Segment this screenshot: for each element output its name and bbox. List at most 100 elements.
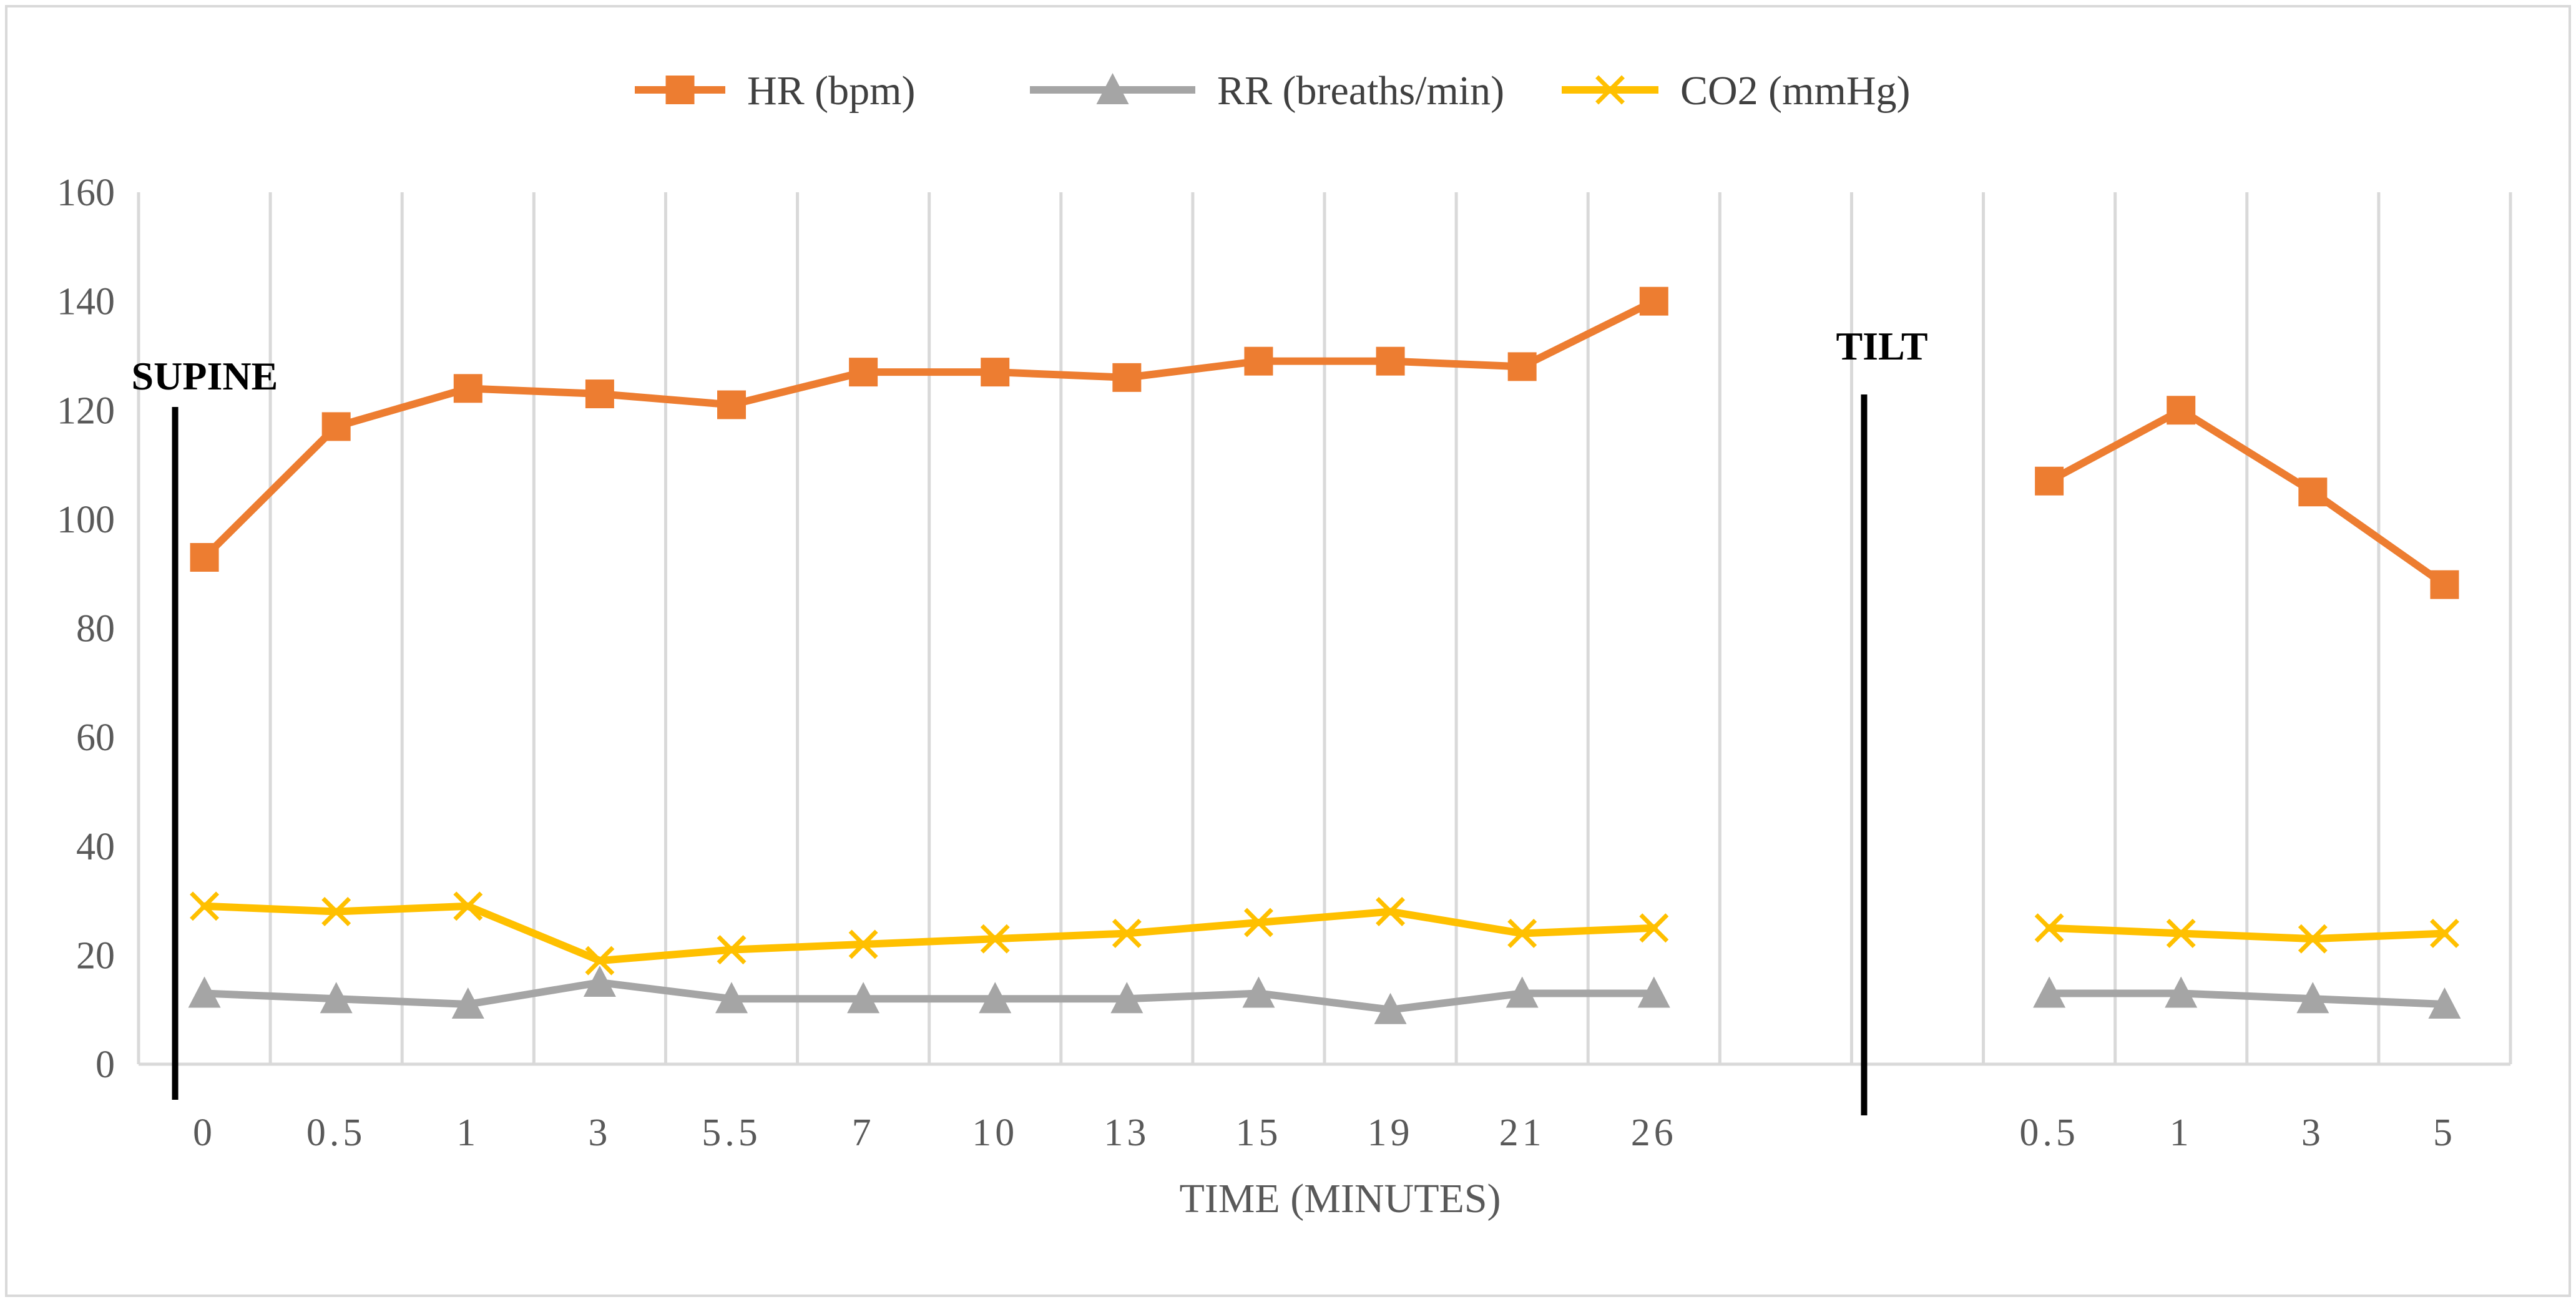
x-tick-label: 21 <box>1499 1112 1545 1154</box>
x-tick-label: 0 <box>193 1112 216 1154</box>
x-tick-label: 3 <box>588 1112 611 1154</box>
data-point <box>1374 992 1407 1024</box>
series-line <box>2045 406 2449 589</box>
x-tick-label: 1 <box>2170 1112 2193 1154</box>
data-point <box>848 929 878 959</box>
y-tick-label: 0 <box>95 1044 115 1086</box>
data-point <box>2430 570 2459 599</box>
data-point <box>1112 918 1142 948</box>
series-line <box>2045 924 2449 943</box>
x-tick-label: 19 <box>1368 1112 1414 1154</box>
data-point <box>451 987 484 1019</box>
y-tick-label: 160 <box>57 172 115 214</box>
data-point <box>585 379 614 409</box>
series <box>188 286 2461 1024</box>
x-tick-label: 7 <box>852 1112 875 1154</box>
annotation-label: TILT <box>1836 324 1927 368</box>
data-point <box>1507 918 1537 948</box>
data-point <box>2033 976 2066 1008</box>
data-point <box>1506 976 1539 1008</box>
data-point <box>2034 913 2064 943</box>
data-point <box>583 966 616 997</box>
data-point <box>190 891 220 921</box>
data-point <box>1507 352 1537 381</box>
series-line <box>200 902 1658 965</box>
data-point <box>2165 976 2198 1008</box>
data-point <box>190 542 219 572</box>
series-line <box>200 979 1658 1014</box>
y-tick-label: 80 <box>76 608 115 650</box>
legend-label: CO2 (mmHg) <box>1680 68 1910 114</box>
series-line <box>2045 989 2449 1008</box>
legend-item: CO2 (mmHg) <box>1562 68 1910 114</box>
legend-item: HR (bpm) <box>635 68 915 114</box>
data-point <box>320 982 353 1014</box>
y-tick-label: 100 <box>57 499 115 541</box>
x-tick-label: 1 <box>456 1112 479 1154</box>
data-point <box>453 374 482 403</box>
legend: HR (bpm) RR (breaths/min) CO2 (mmHg) <box>635 68 1910 114</box>
legend-marker <box>1595 75 1625 105</box>
y-tick-label: 20 <box>76 934 115 977</box>
legend-label: RR (breaths/min) <box>1217 68 1504 114</box>
x-tick-label: 13 <box>1104 1112 1150 1154</box>
y-tick-label: 40 <box>76 826 115 868</box>
x-tick-label: 15 <box>1235 1112 1281 1154</box>
data-point <box>847 982 880 1014</box>
x-tick-label: 10 <box>972 1112 1018 1154</box>
data-point <box>2428 987 2461 1019</box>
data-point <box>1243 908 1273 937</box>
x-tick-label: 3 <box>2301 1112 2324 1154</box>
series-x <box>190 891 2459 976</box>
data-point <box>453 891 483 921</box>
x-tick-label: 26 <box>1631 1112 1677 1154</box>
y-tick-label: 60 <box>76 717 115 759</box>
x-tick-label: 0.5 <box>2019 1112 2079 1154</box>
data-point <box>717 935 747 965</box>
data-point <box>2298 924 2328 954</box>
data-point <box>1639 286 1668 316</box>
x-axis-title: TIME (MINUTES) <box>1179 1176 1501 1221</box>
annotation-label: SUPINE <box>132 354 278 398</box>
data-point <box>1112 363 1142 392</box>
data-point <box>585 946 615 976</box>
data-point <box>321 897 351 927</box>
chart-frame: 0 20 40 60 80 100 120 140 160 0 0.5 1 3 5.5 7 10 13 15 19 2… <box>5 5 2571 1297</box>
data-point <box>188 976 221 1008</box>
data-point <box>717 390 746 419</box>
series-line <box>200 297 1658 561</box>
data-point <box>2429 918 2459 948</box>
y-tick-label: 120 <box>57 389 115 432</box>
data-point <box>1110 982 1144 1014</box>
data-point <box>715 982 748 1014</box>
annotations: SUPINE TILT <box>132 324 1928 1115</box>
data-point <box>849 358 878 387</box>
data-point <box>2035 466 2064 496</box>
data-point <box>2166 918 2196 948</box>
data-point <box>321 412 351 441</box>
legend-marker <box>1096 73 1129 104</box>
legend-item: RR (breaths/min) <box>1030 68 1504 114</box>
data-point <box>2296 982 2329 1014</box>
data-point <box>981 358 1010 387</box>
x-tick-label: 5.5 <box>702 1112 762 1154</box>
legend-marker <box>665 76 695 104</box>
series-square <box>190 286 2459 599</box>
series-triangle <box>188 966 2461 1024</box>
x-tick-label: 5 <box>2433 1112 2456 1154</box>
x-tick-label: 0.5 <box>306 1112 366 1154</box>
data-point <box>2167 396 2196 425</box>
y-tick-label: 140 <box>57 281 115 323</box>
data-point <box>1637 976 1670 1008</box>
data-point <box>1639 913 1669 943</box>
legend-label: HR (bpm) <box>747 68 915 114</box>
data-point <box>1376 346 1405 376</box>
data-point <box>1376 897 1406 927</box>
data-point <box>980 924 1010 954</box>
data-point <box>1244 346 1273 376</box>
data-point <box>1242 976 1275 1008</box>
data-point <box>2298 477 2328 507</box>
data-point <box>979 982 1012 1014</box>
